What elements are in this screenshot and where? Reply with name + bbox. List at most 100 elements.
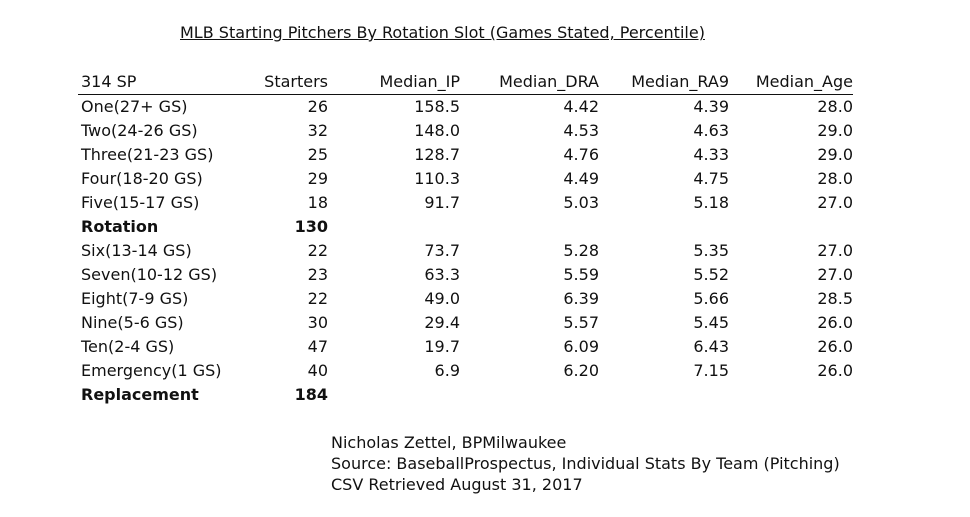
table-cell: 5.52: [693, 265, 729, 284]
table-cell: 30: [307, 313, 328, 332]
table-row: Two(24-26 GS) 32 148.0 4.53 4.63 29.0: [78, 119, 853, 143]
table-cell: 63.3: [424, 265, 460, 284]
table-cell: [729, 215, 853, 239]
table-cell: 25: [307, 145, 328, 164]
table-cell: 6.09: [563, 337, 599, 356]
table-cell: 6.43: [693, 337, 729, 356]
table-cell: 6.9: [434, 361, 460, 380]
table-cell: 26.0: [817, 313, 853, 332]
table-cell: 5.18: [693, 193, 729, 212]
page-title: MLB Starting Pitchers By Rotation Slot (…: [180, 23, 705, 42]
table-cell: 23: [307, 265, 328, 284]
table-cell: 27.0: [817, 241, 853, 260]
table-cell: Ten(2-4 GS): [81, 337, 175, 356]
table-cell: 29.4: [424, 313, 460, 332]
table-row: One(27+ GS) 26 158.5 4.42 4.39 28.0: [78, 95, 853, 120]
retrieved-date: CSV Retrieved August 31, 2017: [331, 475, 583, 494]
table-cell: 47: [307, 337, 328, 356]
table-cell: 29.0: [817, 121, 853, 140]
table-cell: 4.53: [563, 121, 599, 140]
table-cell: Seven(10-12 GS): [81, 265, 218, 284]
table-cell: [599, 215, 729, 239]
table-cell: One(27+ GS): [81, 97, 188, 116]
table-cell: [599, 383, 729, 407]
stats-table: 314 SP Starters Median_IP Median_DRA Med…: [78, 70, 853, 407]
table-cell: [729, 383, 853, 407]
table-cell: 7.15: [693, 361, 729, 380]
table-cell: 4.39: [693, 97, 729, 116]
subtotal-row: Rotation 130: [78, 215, 853, 239]
table-cell: 4.76: [563, 145, 599, 164]
table-cell: 28.5: [817, 289, 853, 308]
source-credit: Source: BaseballProspectus, Individual S…: [331, 454, 840, 473]
table-cell: 158.5: [414, 97, 460, 116]
table-cell: Four(18-20 GS): [81, 169, 203, 188]
table-cell: 4.49: [563, 169, 599, 188]
table-cell: Nine(5-6 GS): [81, 313, 184, 332]
table-cell: [460, 215, 599, 239]
column-header: Median_RA9: [599, 70, 729, 95]
table-cell: 91.7: [424, 193, 460, 212]
table-cell: 5.35: [693, 241, 729, 260]
table-cell: 32: [307, 121, 328, 140]
table-row: Four(18-20 GS) 29 110.3 4.49 4.75 28.0: [78, 167, 853, 191]
column-header: Median_Age: [729, 70, 853, 95]
table-row: Seven(10-12 GS) 23 63.3 5.59 5.52 27.0: [78, 263, 853, 287]
column-header: Starters: [251, 70, 328, 95]
column-header: Median_IP: [328, 70, 460, 95]
table-cell: 19.7: [424, 337, 460, 356]
table-cell: 110.3: [414, 169, 460, 188]
table-cell: 4.63: [693, 121, 729, 140]
table-row: Five(15-17 GS) 18 91.7 5.03 5.18 27.0: [78, 191, 853, 215]
table-cell: 6.20: [563, 361, 599, 380]
table-cell: 22: [307, 241, 328, 260]
column-header: Median_DRA: [460, 70, 599, 95]
table-cell: Two(24-26 GS): [81, 121, 198, 140]
table-cell: 5.59: [563, 265, 599, 284]
table-cell: Rotation: [81, 217, 159, 236]
table-row: Ten(2-4 GS) 47 19.7 6.09 6.43 26.0: [78, 335, 853, 359]
table-cell: 4.42: [563, 97, 599, 116]
table-cell: [328, 383, 460, 407]
table-cell: 130: [294, 217, 328, 236]
table-cell: 27.0: [817, 193, 853, 212]
table-cell: 28.0: [817, 97, 853, 116]
table-row: Emergency(1 GS) 40 6.9 6.20 7.15 26.0: [78, 359, 853, 383]
table-cell: 29.0: [817, 145, 853, 164]
table-cell: 26: [307, 97, 328, 116]
table-cell: 5.57: [563, 313, 599, 332]
table-cell: Six(13-14 GS): [81, 241, 192, 260]
table-row: Nine(5-6 GS) 30 29.4 5.57 5.45 26.0: [78, 311, 853, 335]
table-cell: 73.7: [424, 241, 460, 260]
table-cell: 18: [307, 193, 328, 212]
table-cell: Emergency(1 GS): [81, 361, 222, 380]
table-cell: [460, 383, 599, 407]
table-cell: 29: [307, 169, 328, 188]
credits-block: Nicholas Zettel, BPMilwaukee Source: Bas…: [331, 432, 840, 495]
table-cell: 22: [307, 289, 328, 308]
table-cell: 4.75: [693, 169, 729, 188]
table-row: Eight(7-9 GS) 22 49.0 6.39 5.66 28.5: [78, 287, 853, 311]
table-row: Six(13-14 GS) 22 73.7 5.28 5.35 27.0: [78, 239, 853, 263]
table-cell: 5.03: [563, 193, 599, 212]
table-cell: 28.0: [817, 169, 853, 188]
table-cell: [328, 215, 460, 239]
table-cell: 128.7: [414, 145, 460, 164]
table-cell: 5.45: [693, 313, 729, 332]
table-cell: 184: [294, 385, 328, 404]
table-cell: 6.39: [563, 289, 599, 308]
table-cell: 40: [307, 361, 328, 380]
table-cell: 4.33: [693, 145, 729, 164]
table-cell: Eight(7-9 GS): [81, 289, 189, 308]
column-header: 314 SP: [78, 70, 251, 95]
table-cell: 49.0: [424, 289, 460, 308]
table-header-row: 314 SP Starters Median_IP Median_DRA Med…: [78, 70, 853, 95]
table-cell: 5.28: [563, 241, 599, 260]
table-cell: 26.0: [817, 337, 853, 356]
table-cell: Five(15-17 GS): [81, 193, 200, 212]
table-cell: Three(21-23 GS): [81, 145, 214, 164]
author-credit: Nicholas Zettel, BPMilwaukee: [331, 433, 567, 452]
total-row: Replacement 184: [78, 383, 853, 407]
table-cell: 5.66: [693, 289, 729, 308]
table-row: Three(21-23 GS) 25 128.7 4.76 4.33 29.0: [78, 143, 853, 167]
